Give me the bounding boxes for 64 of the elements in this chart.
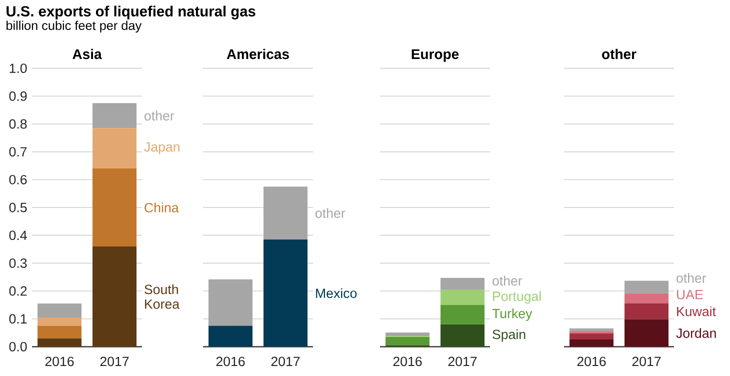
bar bbox=[92, 168, 137, 246]
y-tick-label: 0.1 bbox=[9, 314, 27, 324]
bar bbox=[386, 336, 430, 346]
bar bbox=[386, 332, 430, 336]
y-tick-label: 0.4 bbox=[9, 230, 27, 240]
y-tick-label: 1.0 bbox=[10, 64, 27, 74]
chart-title: other bbox=[602, 48, 636, 60]
bar bbox=[570, 333, 614, 340]
bar bbox=[92, 103, 137, 128]
bar bbox=[264, 240, 308, 347]
y-tick-label: 0.2 bbox=[9, 286, 27, 296]
bar bbox=[92, 128, 137, 169]
bar bbox=[570, 328, 614, 332]
bar bbox=[624, 319, 669, 347]
y-tick-label: 0.0 bbox=[9, 342, 27, 352]
series-label: South Korea bbox=[144, 284, 180, 309]
series-label: Turkey bbox=[492, 308, 532, 321]
bar bbox=[264, 186, 308, 240]
series-label: China bbox=[144, 202, 179, 212]
x-tick-label: 2017 bbox=[632, 356, 661, 366]
y-tick-label: 0.8 bbox=[9, 119, 27, 129]
series-label: Spain bbox=[492, 329, 526, 342]
series-label: Japan bbox=[144, 142, 180, 154]
y-tick-label: 0.3 bbox=[9, 258, 27, 268]
bar bbox=[624, 303, 669, 320]
bar bbox=[440, 278, 485, 290]
bar bbox=[440, 290, 485, 305]
y-axis-title: billion cubic feet per day bbox=[6, 20, 142, 33]
series-label: other bbox=[316, 208, 346, 218]
bar bbox=[624, 293, 669, 304]
chart-subtitle: Asia bbox=[72, 48, 102, 60]
x-tick-label: 2016 bbox=[45, 356, 74, 366]
bar bbox=[440, 324, 485, 347]
bar bbox=[92, 246, 137, 347]
bar bbox=[38, 317, 82, 326]
series-label: other bbox=[676, 273, 706, 283]
x-tick-label: 2016 bbox=[216, 356, 245, 366]
bar bbox=[208, 326, 253, 347]
x-tick-label: 2016 bbox=[577, 356, 606, 366]
y-tick-label: 0.9 bbox=[9, 91, 27, 101]
series-label: other bbox=[144, 110, 174, 121]
bar bbox=[38, 338, 82, 347]
x-tick-label: 2017 bbox=[271, 356, 300, 366]
y-tick-label: 0.6 bbox=[9, 174, 27, 184]
bar bbox=[440, 304, 485, 324]
chart-title: Americas bbox=[226, 48, 289, 60]
chart-title: U.S. exports of liquefied natural gas bbox=[6, 6, 256, 20]
series-label: other bbox=[492, 276, 522, 286]
bar bbox=[570, 339, 614, 347]
bar bbox=[38, 326, 82, 338]
series-label: Mexico bbox=[316, 288, 357, 298]
chart-title: Europe bbox=[412, 49, 459, 62]
x-tick-label: 2016 bbox=[393, 356, 422, 366]
series-label: Jordan bbox=[676, 328, 716, 338]
x-tick-label: 2017 bbox=[448, 356, 477, 366]
bar bbox=[208, 279, 253, 326]
bar bbox=[38, 304, 82, 318]
series-label: Kuwait bbox=[677, 306, 716, 316]
y-tick-label: 0.5 bbox=[9, 202, 27, 212]
series-label: Portugal bbox=[493, 291, 541, 304]
series-label: UAE bbox=[676, 290, 703, 300]
x-tick-label: 2017 bbox=[100, 356, 129, 366]
y-tick-label: 0.7 bbox=[9, 147, 27, 157]
bar bbox=[624, 280, 669, 294]
